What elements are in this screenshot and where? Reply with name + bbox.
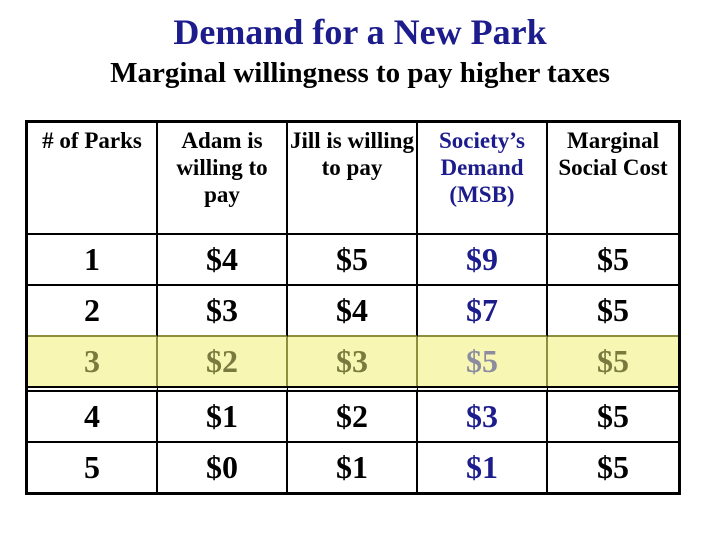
table-row-2: 2 $3 $4 $7 $5 <box>28 286 678 337</box>
cell-jill-wtp: $4 <box>288 286 418 337</box>
table-row-1: 1 $4 $5 $9 $5 <box>28 235 678 286</box>
col-header-marginal-social-cost: Marginal Social Cost <box>548 123 678 235</box>
cell-msb: $3 <box>418 386 548 443</box>
cell-adam-wtp: $3 <box>158 286 288 337</box>
table-row-5: 5 $0 $1 $1 $5 <box>28 443 678 492</box>
cell-msb: $9 <box>418 235 548 286</box>
slide-subtitle: Marginal willingness to pay higher taxes <box>110 57 610 89</box>
cell-parks: 3 <box>28 337 158 386</box>
cell-adam-wtp: $1 <box>158 386 288 443</box>
cell-parks: 1 <box>28 235 158 286</box>
cell-msc: $5 <box>548 235 678 286</box>
table-row-4: 4 $1 $2 $3 $5 <box>28 386 678 443</box>
demand-table: # of Parks Adam is willing to pay Jill i… <box>25 120 681 495</box>
cell-jill-wtp: $5 <box>288 235 418 286</box>
cell-msb: $1 <box>418 443 548 492</box>
cell-msb: $5 <box>418 337 548 386</box>
slide-title: Demand for a New Park <box>173 12 547 52</box>
cell-parks: 5 <box>28 443 158 492</box>
cell-parks: 2 <box>28 286 158 337</box>
table-row-3-highlighted: 3 $2 $3 $5 $5 <box>28 337 678 386</box>
col-header-parks: # of Parks <box>28 123 158 235</box>
cell-adam-wtp: $0 <box>158 443 288 492</box>
cell-adam-wtp: $2 <box>158 337 288 386</box>
header-row: # of Parks Adam is willing to pay Jill i… <box>28 123 678 235</box>
col-header-society-demand-msb: Society’s Demand (MSB) <box>418 123 548 235</box>
cell-msc: $5 <box>548 337 678 386</box>
cell-jill-wtp: $1 <box>288 443 418 492</box>
cell-msc: $5 <box>548 286 678 337</box>
cell-jill-wtp: $3 <box>288 337 418 386</box>
cell-jill-wtp: $2 <box>288 386 418 443</box>
cell-adam-wtp: $4 <box>158 235 288 286</box>
cell-msc: $5 <box>597 449 629 485</box>
cell-parks: 4 <box>28 386 158 443</box>
col-header-adam-wtp: Adam is willing to pay <box>158 123 288 235</box>
cell-msb: $7 <box>418 286 548 337</box>
slide-header: Demand for a New Park Marginal willingne… <box>0 0 720 92</box>
cell-msc: $5 <box>548 386 678 443</box>
col-header-jill-wtp: Jill is willing to pay <box>288 123 418 235</box>
